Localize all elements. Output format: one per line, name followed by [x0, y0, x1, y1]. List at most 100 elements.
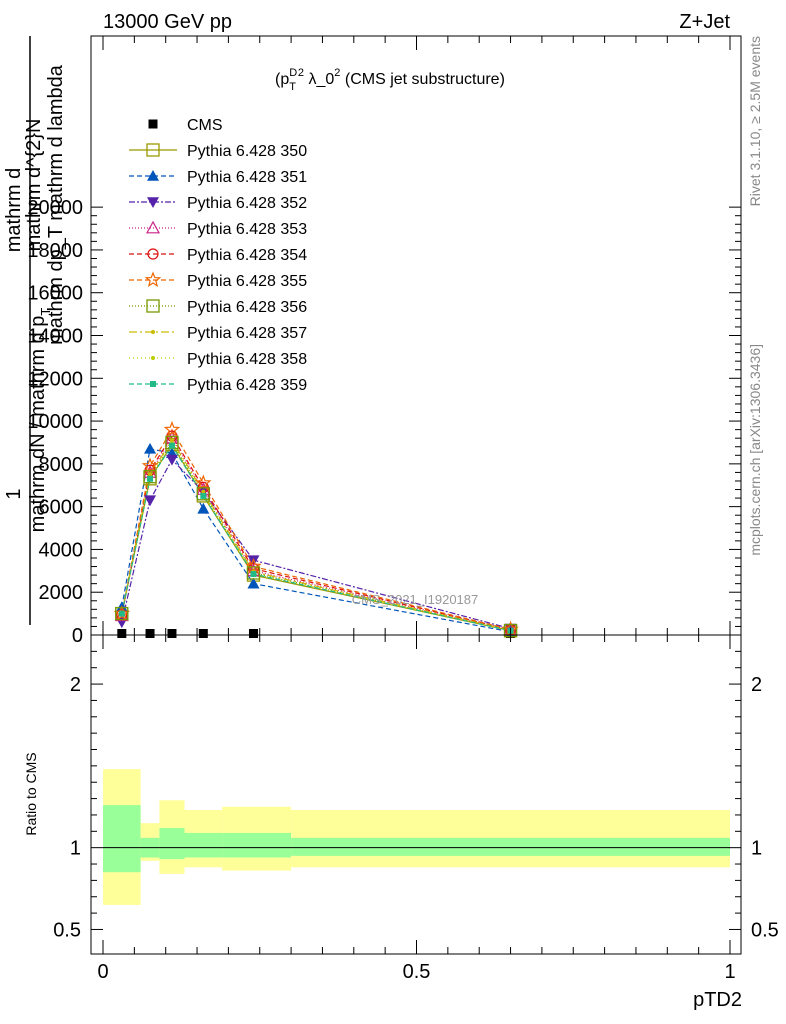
legend-marker: [151, 330, 155, 334]
legend-label: CMS: [187, 117, 223, 134]
legend-item: Pythia 6.428 353: [129, 220, 307, 238]
legend-marker: [148, 119, 158, 129]
series-line: [121, 434, 511, 631]
series-line: [121, 437, 511, 631]
main-ytick-label: 6000: [39, 497, 84, 519]
series-point: [168, 442, 175, 449]
ratio-band-inner: [159, 828, 185, 860]
main-ytick-label: 0: [72, 625, 83, 647]
series-point: [147, 475, 154, 482]
series-point: [198, 629, 208, 638]
header-right: Z+Jet: [679, 11, 730, 33]
series-line: [121, 428, 511, 631]
ylabel-fraction-one: 1: [3, 488, 25, 499]
legend-item: Pythia 6.428 352: [129, 195, 307, 212]
ylabel-denominator-text: mathrm dN / mathrm d p: [27, 316, 49, 533]
legend-label: Pythia 6.428 355: [187, 273, 307, 290]
title-sup-3: 2: [334, 67, 340, 79]
legend-label: Pythia 6.428 352: [187, 195, 307, 212]
xtick-label: 1: [724, 961, 735, 983]
ratio-ytick-label-right: 0.5: [751, 919, 779, 941]
ratio-band-inner: [103, 805, 141, 873]
legend-marker: [151, 356, 155, 360]
series-line: [121, 448, 511, 633]
legend-item: Pythia 6.428 358: [129, 351, 307, 368]
series-point: [144, 442, 157, 454]
ratio-ytick-label-right: 1: [751, 838, 762, 860]
xtick-label: 0.5: [403, 961, 431, 983]
main-ytick-label: 10000: [27, 411, 83, 433]
xtick-label: 0: [97, 961, 108, 983]
ylabel-d: mathrm d: [3, 168, 25, 252]
series-point: [245, 557, 262, 574]
series-point: [248, 629, 258, 638]
series-point: [196, 487, 210, 501]
series-point: [145, 629, 155, 638]
series-point: [250, 571, 257, 578]
ylabel-denominator-sub: T: [38, 308, 53, 316]
series-line: [121, 458, 511, 630]
legend-item: Pythia 6.428 351: [129, 169, 307, 186]
main-ytick-label: 4000: [39, 539, 84, 561]
series-point: [195, 474, 212, 491]
series-point: [197, 502, 210, 514]
legend-item: CMS: [148, 117, 223, 134]
series-point: [144, 495, 157, 507]
legend-label: Pythia 6.428 350: [187, 143, 307, 160]
main-ytick-label: 20000: [27, 197, 83, 219]
series-point: [117, 629, 127, 638]
legend-label: Pythia 6.428 359: [187, 377, 307, 394]
main-ytick-label: 12000: [27, 368, 83, 390]
series-line: [121, 441, 511, 632]
ylabel-numerator: mathrm d^{2}N: [23, 119, 45, 252]
series-point: [165, 454, 178, 466]
legend-label: Pythia 6.428 354: [187, 247, 307, 264]
legend-marker: [147, 197, 159, 208]
legend-marker: [144, 271, 162, 288]
series-point: [115, 606, 129, 621]
ylabel-denominator: mathrm dN / mathrm d pT: [27, 308, 53, 533]
series-point: [201, 489, 206, 494]
ratio-ytick-label: 1: [70, 838, 81, 860]
series-point: [200, 492, 207, 499]
legend-item: Pythia 6.428 355: [129, 271, 307, 290]
x-axis-label: pTD2: [693, 989, 742, 1011]
legend-item: Pythia 6.428 356: [129, 299, 307, 316]
legend-marker: [146, 143, 160, 157]
plot-title: (pD T2 λ_02 (CMS jet substructure): [275, 67, 505, 93]
series-line: [121, 442, 511, 632]
main-ytick-label: 16000: [27, 283, 83, 305]
ratio-ytick-label-right: 2: [751, 674, 762, 696]
series-point: [246, 566, 261, 580]
legend-label: Pythia 6.428 358: [187, 351, 307, 368]
main-ytick-label: 14000: [27, 326, 83, 348]
legend-marker: [145, 220, 161, 234]
legend-item: Pythia 6.428 354: [129, 247, 307, 264]
main-ytick-label: 8000: [39, 454, 84, 476]
main-ytick-label: 2000: [39, 582, 84, 604]
rivet-label: Rivet 3.1.10, ≥ 2.5M events: [747, 36, 763, 206]
ratio-frame: [90, 634, 742, 955]
series-point: [247, 577, 260, 589]
title-sup-1: D: [289, 67, 297, 79]
mcplots-label: mcplots.cern.ch [arXiv:1306.3436]: [747, 344, 763, 556]
legend: CMS Pythia 6.428 350 Pythia 6.428 351 Pythi…: [129, 117, 307, 394]
legend-label: Pythia 6.428 351: [187, 169, 307, 186]
legend-item: Pythia 6.428 350: [129, 143, 307, 160]
legend-marker: [147, 170, 159, 181]
series-point: [141, 457, 159, 474]
ratio-ytick-label: 2: [70, 674, 81, 696]
ratio-plot: 0.5 0.5 1 1 2 2 0 0.5 1: [53, 634, 779, 983]
ratio-ylabel: Ratio to CMS: [23, 752, 39, 835]
ratio-band-inner: [184, 832, 223, 858]
series-point: [118, 610, 125, 617]
legend-label: Pythia 6.428 356: [187, 299, 307, 316]
legend-item: Pythia 6.428 359: [129, 377, 307, 394]
watermark: CMS_2021_I1920187: [352, 592, 479, 607]
ylabel-denominator-2: mathrm dp_T mathrm d lambda: [45, 64, 67, 345]
legend-label: Pythia 6.428 357: [187, 325, 307, 342]
title-part-1: (p: [275, 71, 289, 88]
series-point: [163, 420, 181, 437]
